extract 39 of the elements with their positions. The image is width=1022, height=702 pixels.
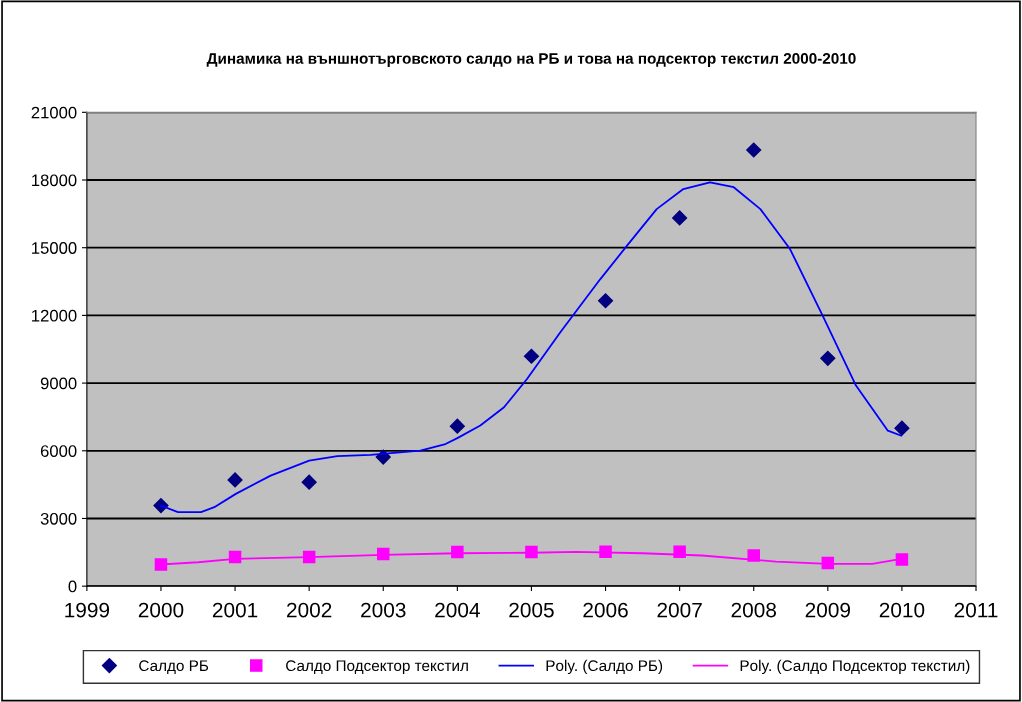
point <box>747 549 760 562</box>
x-tick-label: 2011 <box>954 602 998 618</box>
y-tick-label: 6000 <box>40 445 77 457</box>
y-tick-label: 12000 <box>32 309 77 322</box>
legend-label: Poly. (Салдо Подсектор текстил) <box>740 659 970 675</box>
point <box>597 293 614 309</box>
x-tick-label: 2000 <box>138 602 184 618</box>
x-tick-label: 2004 <box>435 602 480 618</box>
x-tick-label: 2002 <box>287 602 332 618</box>
x-tick-label: 2007 <box>657 602 702 618</box>
y-tick-label: 9000 <box>40 377 77 390</box>
chart-title: Динамика на външнотърговското салдо на РБ и това на подсектор текстил 2000-2010 <box>206 53 856 67</box>
x-tick-label: 2003 <box>361 602 406 618</box>
y-tick-label: 0 <box>68 580 77 593</box>
y-tick-label: 21000 <box>31 106 77 119</box>
y-tick-label: 3000 <box>40 512 77 525</box>
point <box>227 472 243 488</box>
x-tick-label: 2008 <box>731 602 776 618</box>
point <box>894 420 910 436</box>
point <box>301 474 317 490</box>
x-tick-label: 1999 <box>65 602 110 618</box>
y-tick-label: 15000 <box>32 242 77 254</box>
point <box>523 348 540 364</box>
point <box>746 142 762 158</box>
x-tick-label: 2009 <box>805 602 851 618</box>
point <box>599 545 612 559</box>
point <box>895 553 909 566</box>
point <box>820 350 836 366</box>
point <box>672 210 688 226</box>
x-tick-label: 2005 <box>509 602 554 618</box>
legend-label: Салдо Подсектор текстил <box>286 660 468 675</box>
x-tick-label: 2010 <box>879 602 925 618</box>
point <box>154 558 168 571</box>
legend-label: Poly. (Салдо РБ) <box>546 659 663 675</box>
legend-label: Салдо РБ <box>139 660 209 674</box>
point <box>449 418 465 434</box>
x-tick-label: 2001 <box>212 602 258 618</box>
y-tick-label: 18000 <box>32 174 77 187</box>
x-tick-label: 2006 <box>583 602 628 618</box>
